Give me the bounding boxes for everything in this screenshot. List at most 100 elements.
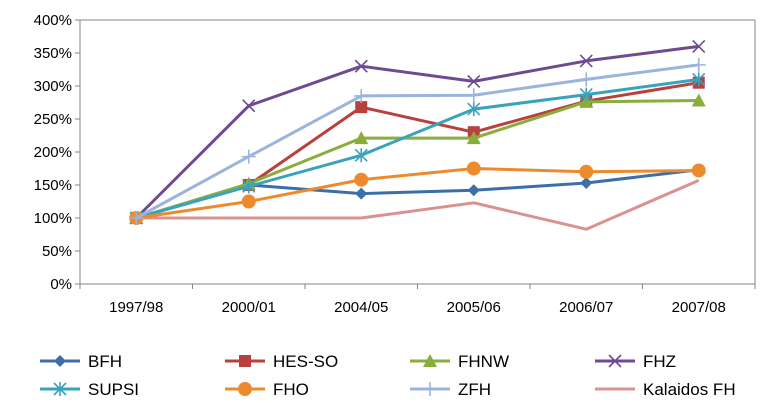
diamond-marker	[54, 355, 66, 367]
star-marker	[692, 72, 706, 87]
star-marker-stroke	[692, 72, 706, 87]
x-marker	[242, 99, 256, 113]
triangle-marker	[354, 131, 369, 145]
y-tick-label: 250%	[34, 111, 72, 128]
diamond-marker	[467, 184, 480, 197]
axes: 0% 50% 100% 150% 200% 250% 300% 350% 400% 1997/98…	[34, 12, 756, 316]
x-marker-stroke	[579, 54, 593, 68]
legend-item-supsi: SUPSI	[40, 380, 139, 399]
star-marker-stroke	[467, 102, 481, 117]
series-line-fhnw	[135, 99, 699, 220]
legend-item-zfh: ZFH	[410, 380, 491, 399]
star-marker-stroke	[354, 148, 368, 163]
x-marker-stroke	[692, 39, 706, 53]
legend-item-fhnw: FHNW	[410, 352, 509, 371]
series-hes-so	[130, 76, 705, 224]
plus-marker-stroke	[466, 88, 481, 103]
square-marker	[355, 101, 368, 114]
series-line-zfh	[135, 63, 699, 220]
triangle-marker	[691, 93, 706, 107]
y-tick-label: 300%	[34, 78, 72, 95]
triangle-marker	[466, 131, 481, 145]
plus-marker	[579, 72, 594, 87]
x-marker	[692, 39, 706, 53]
series-fho	[129, 161, 706, 225]
star-marker	[354, 148, 368, 163]
plus-marker-stroke	[579, 72, 594, 87]
star-marker-stroke	[242, 179, 256, 194]
y-tick-label: 400%	[34, 12, 72, 29]
series-fhnw	[129, 93, 706, 224]
star-marker	[53, 382, 67, 396]
x-marker	[608, 354, 622, 368]
plus-marker-stroke	[129, 211, 144, 225]
star-marker-stroke	[53, 382, 67, 396]
circle-marker	[241, 194, 256, 209]
y-tick-label: 350%	[34, 45, 72, 62]
x-marker-stroke	[242, 99, 256, 113]
triangle-marker	[423, 354, 437, 367]
legend-item-hes-so: HES-SO	[225, 352, 338, 371]
x-marker	[354, 59, 368, 73]
legend-item-fhz: FHZ	[595, 352, 676, 371]
plus-marker-stroke	[241, 149, 256, 164]
plus-marker	[129, 211, 144, 225]
x-tick-label: 2000/01	[222, 299, 276, 316]
plus-marker	[466, 88, 481, 103]
x-tick-label: 1997/98	[109, 299, 163, 316]
circle-marker	[466, 161, 481, 176]
x-tick-label: 2005/06	[447, 299, 501, 316]
legend-label: ZFH	[458, 380, 491, 398]
legend-label: BFH	[88, 352, 122, 371]
square-marker	[239, 355, 251, 367]
legend-item-kalaidos-fh: Kalaidos FH	[595, 380, 736, 399]
series-zfh	[129, 57, 706, 225]
legend-label: HES-SO	[273, 352, 338, 371]
x-marker-stroke	[354, 59, 368, 73]
x-tick-label: 2007/08	[672, 299, 726, 316]
diamond-marker	[355, 187, 368, 200]
legend-label: SUPSI	[88, 380, 139, 398]
legend-label: FHZ	[643, 352, 676, 371]
star-marker	[579, 87, 593, 102]
star-marker-stroke	[579, 87, 593, 102]
series-line-kalaidos-fh	[136, 179, 700, 231]
x-tick-label: 2004/05	[334, 299, 388, 316]
legend-label: FHNW	[458, 352, 509, 371]
series-line-supsi	[135, 77, 699, 220]
x-marker-stroke	[467, 74, 481, 88]
legend-item-bfh: BFH	[40, 352, 122, 371]
x-marker	[467, 74, 481, 88]
plus-marker-stroke	[354, 88, 369, 103]
circle-marker	[354, 172, 369, 187]
y-tick-label: 200%	[34, 144, 72, 161]
plot-area	[79, 19, 756, 285]
plus-marker	[691, 57, 706, 72]
y-tick-label: 50%	[42, 243, 72, 260]
circle-marker	[579, 164, 594, 179]
star-marker	[467, 102, 481, 117]
legend: BFH HES-SO FHNW FHZ SUPSI FHO ZFH Kalaidos FH	[40, 352, 736, 399]
series-line-fhz	[135, 44, 699, 220]
plus-marker	[423, 382, 437, 396]
plus-marker-stroke	[423, 382, 437, 396]
star-marker	[242, 179, 256, 194]
series-kalaidos-fh	[136, 179, 700, 231]
plus-marker	[354, 88, 369, 103]
legend-item-fho: FHO	[225, 380, 309, 399]
legend-label: FHO	[273, 380, 309, 398]
x-marker-stroke	[608, 354, 622, 368]
y-tick-label: 100%	[34, 210, 72, 227]
circle-marker	[691, 163, 706, 178]
series-line-fho	[136, 167, 699, 220]
series-lines	[129, 39, 706, 231]
legend-label: Kalaidos FH	[643, 380, 736, 398]
plus-marker-stroke	[691, 57, 706, 72]
x-marker	[579, 54, 593, 68]
y-tick-label: 150%	[34, 177, 72, 194]
x-tick-label: 2006/07	[559, 299, 613, 316]
diamond-marker	[580, 177, 593, 190]
circle-marker	[238, 382, 252, 396]
